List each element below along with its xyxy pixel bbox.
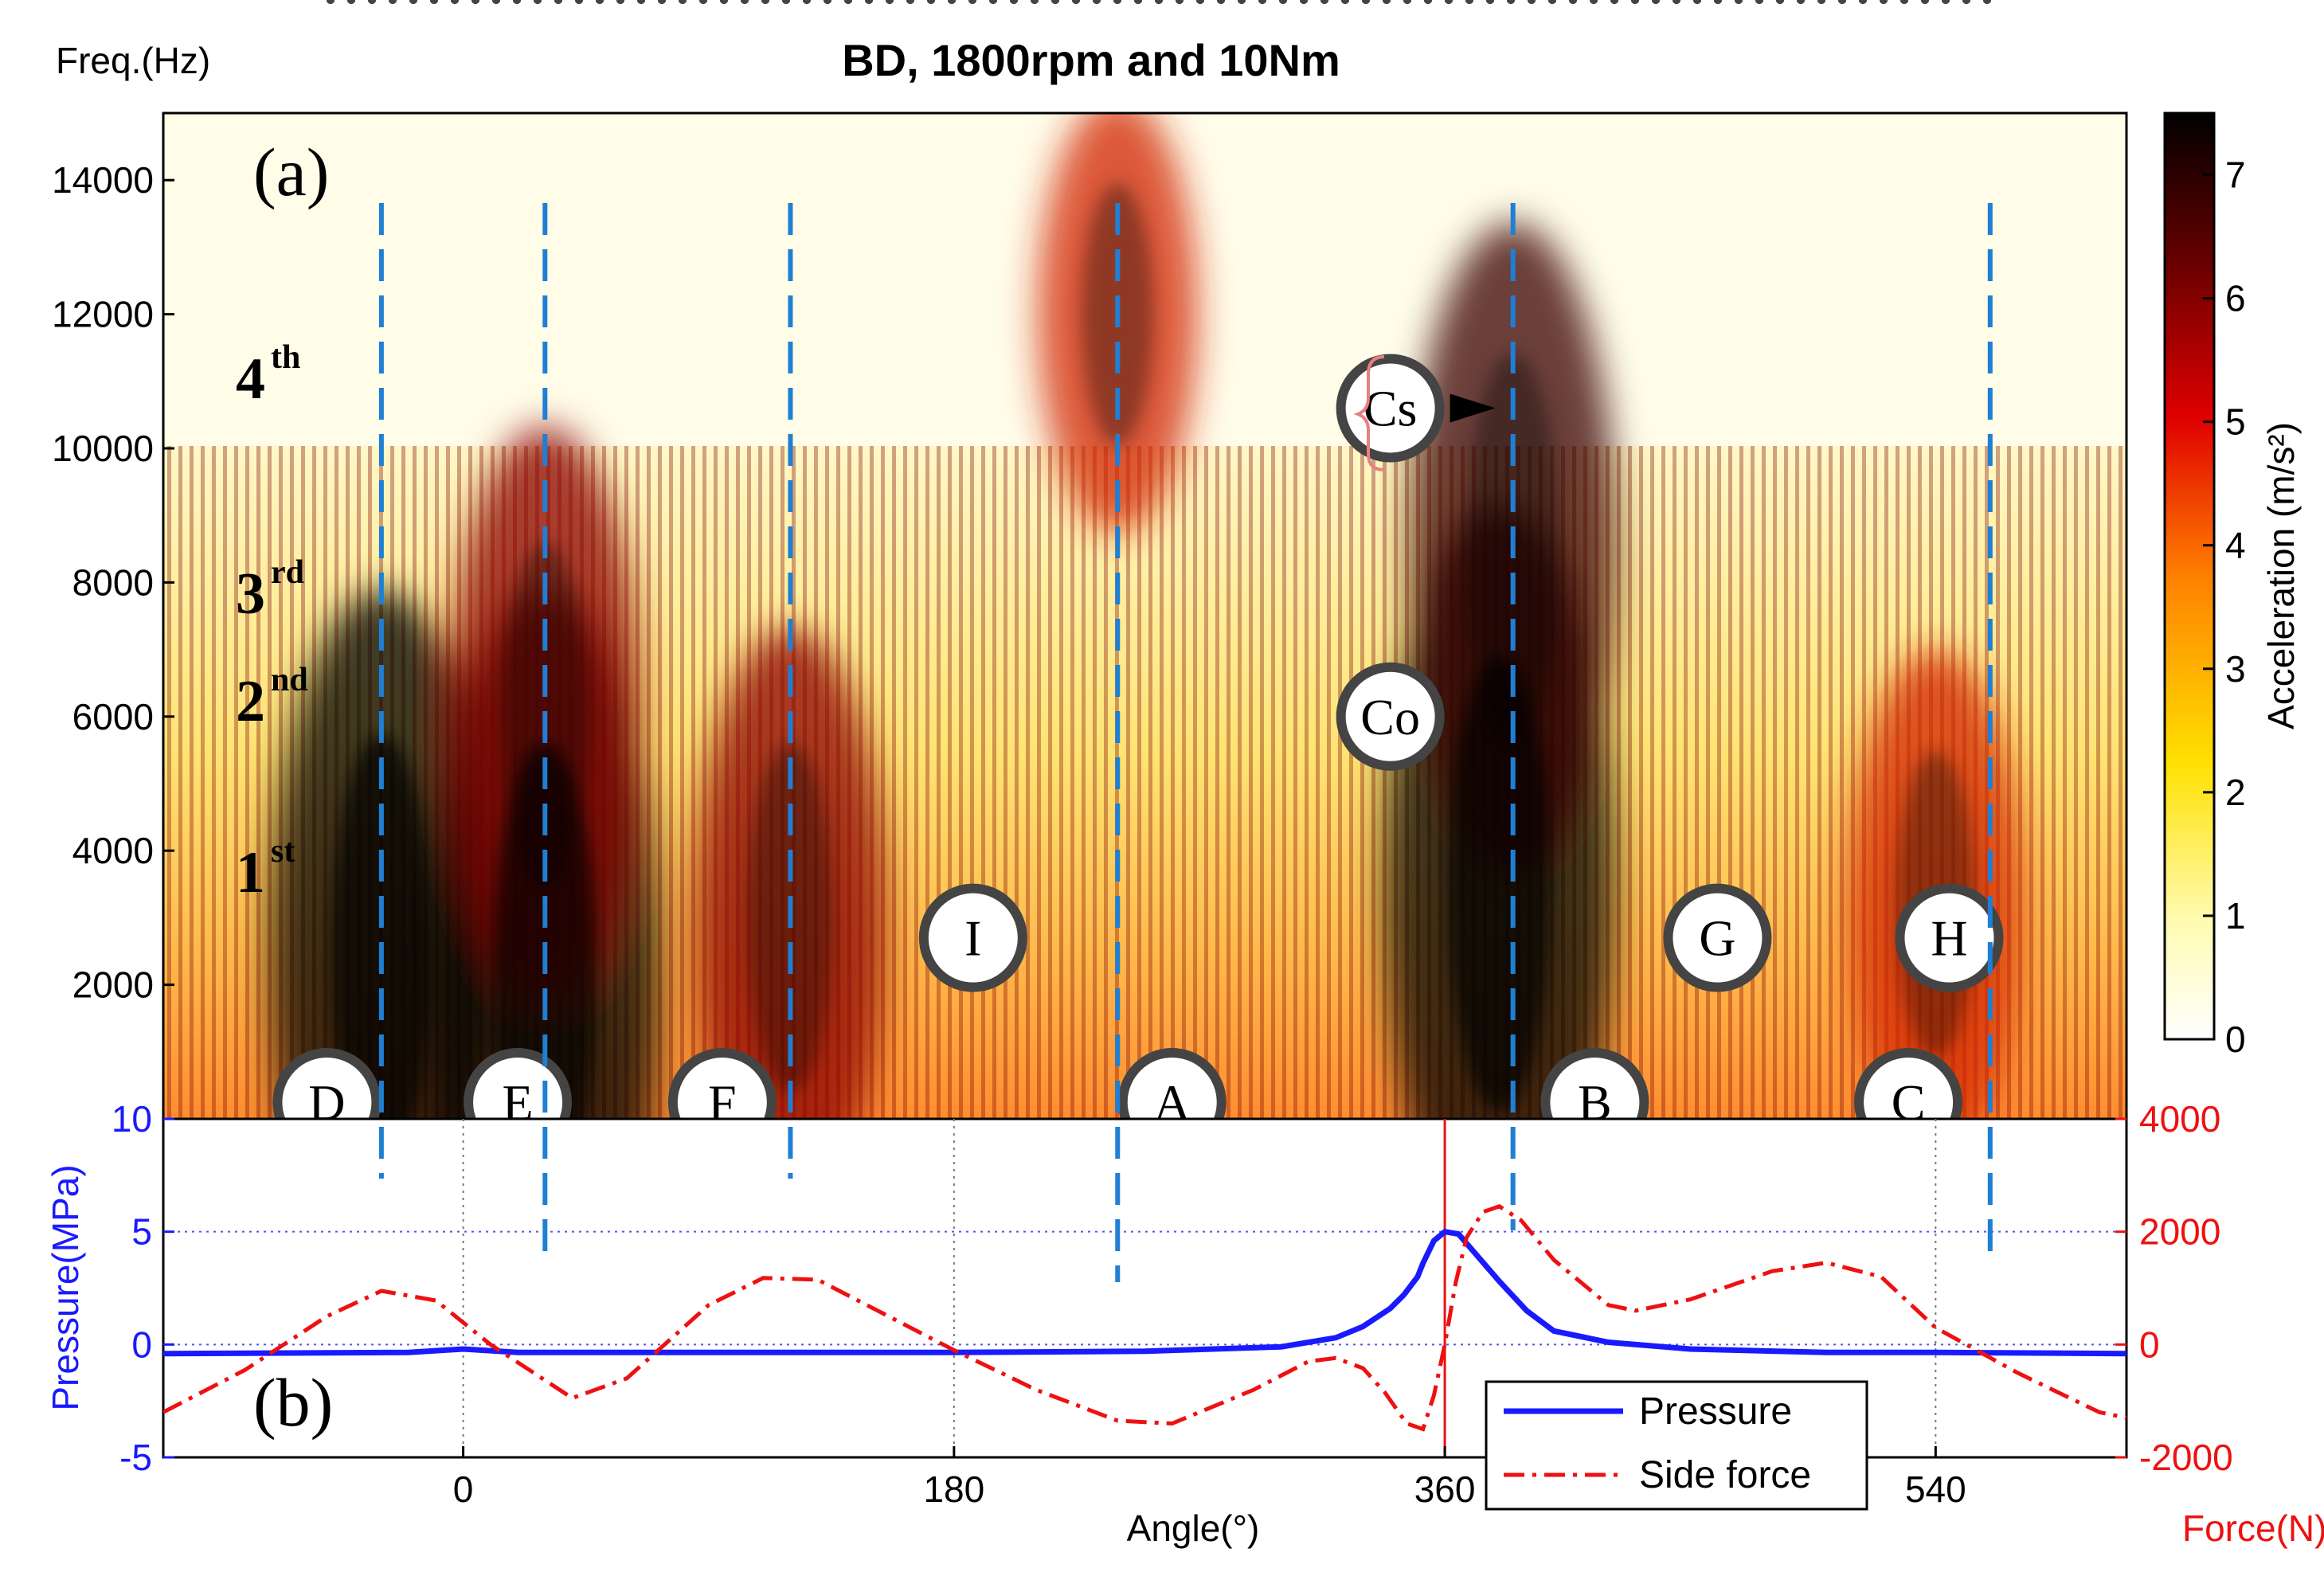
event-letter: G (1699, 910, 1735, 967)
frequency-ticks: 14000 12000 10000 8000 6000 4000 2000 (52, 159, 174, 1006)
force-tick-label: 0 (2139, 1324, 2160, 1365)
pressure-tick-label: 0 (131, 1324, 152, 1365)
pressure-tick-label: 5 (131, 1211, 152, 1253)
colorbar-tick-label: 5 (2225, 401, 2246, 443)
event-letter: I (964, 910, 981, 967)
event-angle-lines (378, 203, 1993, 1282)
legend-box (1485, 1380, 1868, 1511)
harmonic-labels: 1 st 2 nd3 rd 4 th (236, 339, 308, 905)
harmonic-suffix-2nd: nd (271, 662, 308, 698)
freq-tick-label: 6000 (72, 696, 154, 737)
force-tick-label: 4000 (2139, 1098, 2220, 1140)
event-letter: Cs (1363, 380, 1418, 436)
cs-arrow-icon (1450, 393, 1496, 423)
freq-tick-label: 4000 (72, 830, 154, 871)
angle-axis-label: Angle(°) (1127, 1508, 1260, 1549)
colorbar-tick-label: 3 (2225, 648, 2246, 690)
pressure-line (163, 1228, 2126, 1357)
colorbar-tick-label: 2 (2225, 772, 2246, 813)
colorbar-tick-label: 0 (2225, 1019, 2246, 1060)
angle-tick-label: 540 (1905, 1468, 1966, 1510)
freq-tick-label: 2000 (72, 964, 154, 1006)
harmonic-suffix-3rd: rd (271, 554, 304, 591)
line-chart-ticks: 0 180 360 540 -5 0 5 10 -2000 0 2000 4000 (112, 1098, 2233, 1510)
event-marker-G: G (1663, 883, 1772, 992)
chart-title: BD, 1800rpm and 10Nm (842, 35, 1340, 85)
frequency-axis-label: Freq.(Hz) (56, 40, 210, 81)
colorbar-label: Acceleration (m/s²) (2260, 422, 2302, 729)
freq-tick-label: 8000 (72, 561, 154, 603)
legend: Pressure Side force (1485, 1380, 1868, 1511)
force-tick-label: -2000 (2139, 1437, 2233, 1478)
angle-tick-label: 360 (1414, 1468, 1476, 1510)
pressure-axis-label: Pressure(MPa) (45, 1164, 86, 1410)
pressure-tick-label: -5 (119, 1437, 152, 1478)
event-marker-H: H (1895, 883, 2004, 992)
side-force-line (163, 1204, 2126, 1432)
colorbar: 0 1 2 3 4 5 6 7 Acceleration (m/s²) (2163, 111, 2302, 1060)
pressure-tick-label: 10 (112, 1098, 152, 1140)
event-circle (1663, 883, 1772, 992)
legend-side-force-label: Side force (1639, 1454, 1811, 1496)
harmonic-label-2nd: 2 (236, 669, 265, 734)
colorbar-tick-label: 4 (2225, 525, 2246, 566)
event-letter: H (1931, 910, 1967, 967)
freq-tick-label: 14000 (52, 159, 154, 201)
event-marker-Co: Co (1336, 662, 1445, 771)
harmonic-suffix-1st: st (271, 833, 295, 870)
event-circle (1336, 662, 1445, 771)
angle-tick-label: 0 (453, 1468, 474, 1510)
event-circle (1895, 883, 2004, 992)
colorbar-gradient (2163, 111, 2216, 1041)
force-axis-label: Force(N) (2182, 1508, 2324, 1549)
harmonic-label-3rd: 3 (236, 561, 265, 627)
harmonic-label-1st: 1 (236, 840, 265, 905)
event-circle (1336, 354, 1445, 463)
harmonic-suffix-4th: th (271, 339, 300, 376)
colorbar-ticks: 0 1 2 3 4 5 6 7 (2203, 154, 2246, 1060)
co-bracket (1353, 355, 1385, 471)
event-marker-I: I (918, 883, 1027, 992)
freq-tick-label: 12000 (52, 294, 154, 335)
angle-tick-label: 180 (923, 1468, 984, 1510)
force-tick-label: 2000 (2139, 1211, 2220, 1253)
colorbar-tick-label: 1 (2225, 895, 2246, 937)
legend-pressure-label: Pressure (1639, 1390, 1792, 1433)
colorbar-tick-label: 7 (2225, 154, 2246, 196)
hotspot-core-4 (1447, 655, 1551, 1113)
freq-tick-label: 10000 (52, 428, 154, 469)
line-chart-grid (163, 1119, 2126, 1457)
panel-label-b: (b) (253, 1364, 333, 1441)
event-circle (918, 883, 1027, 992)
event-letter: Co (1360, 689, 1420, 745)
harmonic-label-4th: 4 (236, 346, 265, 412)
panel-label-a: (a) (253, 134, 329, 210)
colorbar-tick-label: 6 (2225, 278, 2246, 319)
event-marker-Cs: Cs (1336, 354, 1496, 463)
